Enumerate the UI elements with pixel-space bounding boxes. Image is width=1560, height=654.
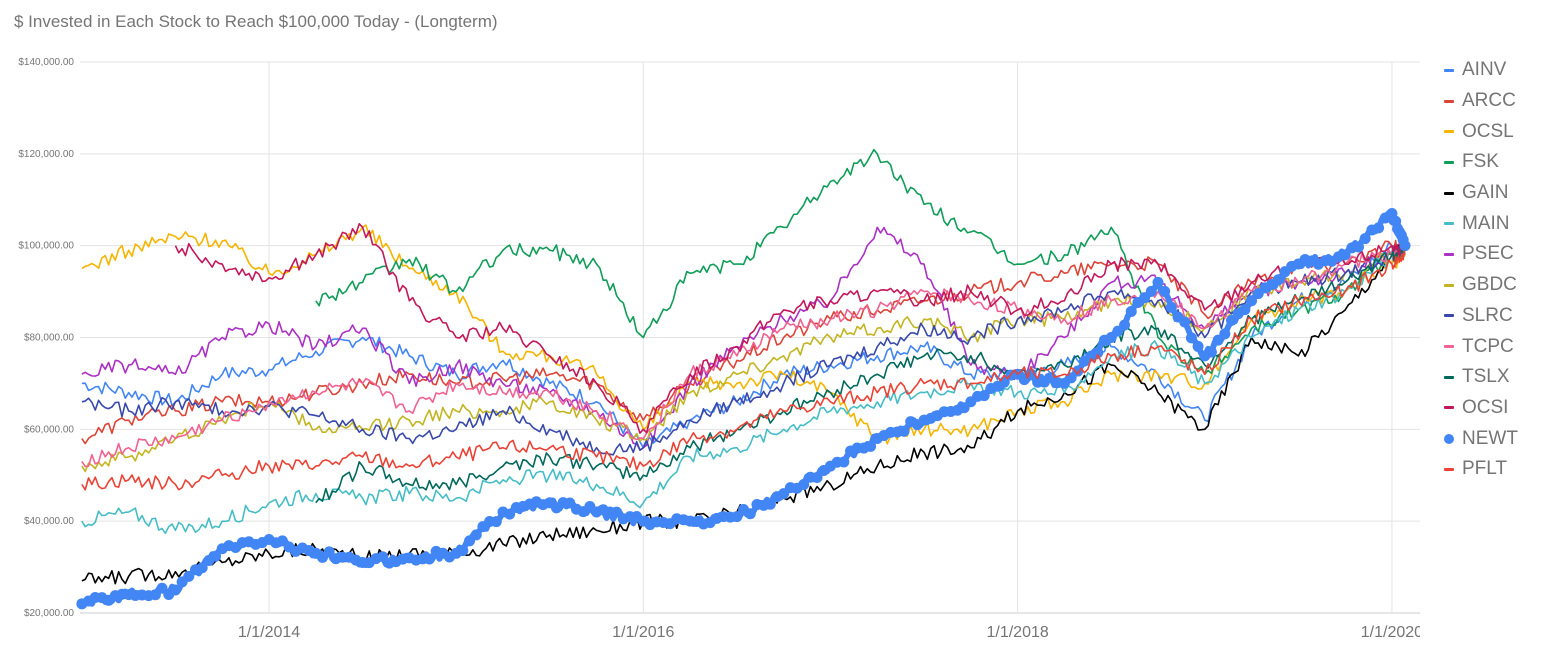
series-gbdc[interactable] [81,246,1406,473]
legend-item-ocsi[interactable]: OCSI [1444,393,1518,424]
line-swatch-icon [1444,130,1454,134]
series-slrc[interactable] [81,243,1406,456]
x-tick-label: 1/1/2016 [612,624,674,641]
legend-item-pflt[interactable]: PFLT [1444,454,1518,485]
y-tick-label: $20,000.00 [24,608,74,619]
y-tick-label: $100,000.00 [18,241,74,252]
dot-swatch-icon [1444,433,1454,444]
legend-item-fsk[interactable]: FSK [1444,147,1518,178]
legend-item-arcc[interactable]: ARCC [1444,86,1518,117]
chart-plot-area: $20,000.00 $40,000.00 $60,000.00 $80,000.00… [18,57,1420,641]
series-pflt[interactable] [81,250,1406,491]
y-tick-label: $60,000.00 [24,424,74,435]
line-swatch-icon [1444,191,1454,195]
series-main[interactable] [81,248,1406,535]
x-tick-label: 1/1/2014 [238,624,300,641]
series-tcpc[interactable] [81,243,1406,468]
x-axis: 1/1/2014 1/1/2016 1/1/2018 1/1/2020 [238,624,1420,641]
series-fsk[interactable] [315,148,1406,376]
line-swatch-icon [1444,406,1454,410]
legend: AINV ARCC OCSL FSK GAIN MAIN PSEC GBDC S… [1444,55,1518,485]
line-swatch-icon [1444,252,1454,256]
series-arcc[interactable] [81,239,1406,445]
series-layer [76,148,1411,610]
y-axis: $20,000.00 $40,000.00 $60,000.00 $80,000.00… [18,57,74,619]
legend-item-gain[interactable]: GAIN [1444,178,1518,209]
legend-item-tslx[interactable]: TSLX [1444,362,1518,393]
line-swatch-icon [1444,314,1454,318]
y-tick-label: $120,000.00 [18,149,74,160]
line-swatch-icon [1444,375,1454,379]
y-tick-label: $140,000.00 [18,57,74,68]
line-swatch-icon [1444,99,1454,103]
legend-item-main[interactable]: MAIN [1444,208,1518,239]
series-ainv[interactable] [81,242,1406,449]
legend-item-psec[interactable]: PSEC [1444,239,1518,270]
chart-title: $ Invested in Each Stock to Reach $100,0… [14,12,498,31]
series-psec[interactable] [81,226,1406,451]
legend-item-slrc[interactable]: SLRC [1444,301,1518,332]
line-swatch-icon [1444,283,1454,287]
y-tick-label: $40,000.00 [24,516,74,527]
legend-item-newt[interactable]: NEWT [1444,423,1518,454]
line-swatch-icon [1444,68,1454,72]
x-tick-label: 1/1/2020 [1361,624,1420,641]
x-tick-label: 1/1/2018 [986,624,1048,641]
y-tick-label: $80,000.00 [24,333,74,344]
line-swatch-icon [1444,467,1454,471]
series-ocsi[interactable] [174,223,1406,434]
legend-item-ainv[interactable]: AINV [1444,55,1518,86]
line-swatch-icon [1444,222,1454,226]
legend-item-tcpc[interactable]: TCPC [1444,331,1518,362]
legend-item-gbdc[interactable]: GBDC [1444,270,1518,301]
line-swatch-icon [1444,160,1454,164]
series-gain[interactable] [81,241,1406,585]
line-swatch-icon [1444,345,1454,349]
legend-item-ocsl[interactable]: OCSL [1444,116,1518,147]
